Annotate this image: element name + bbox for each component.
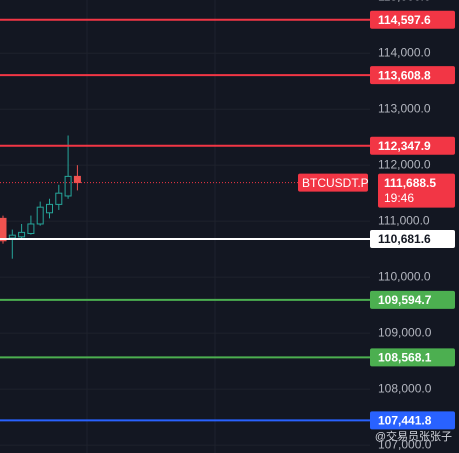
symbol-box [298,173,368,192]
watermark: @交易员张张子 [375,429,452,443]
candle-body [8,234,16,239]
y-tick-label: 112,000.0 [378,157,431,171]
candle-body [73,175,81,184]
level-label-box [370,411,455,430]
symbol-label: BTCUSDT.P [302,176,369,190]
y-tick-label: 113,000.0 [378,101,431,115]
level-label: 107,441.8 [378,414,432,428]
candle-body [0,217,7,242]
y-tick-label: 109,000.0 [378,325,432,339]
level-label-box [370,290,455,309]
countdown-label: 19:46 [384,191,414,205]
y-tick-label: 108,000.0 [378,381,432,395]
last-price-box [378,173,455,208]
level-label-box [370,10,455,29]
level-label-box [370,136,455,155]
level-label-box [370,230,455,249]
candle-body [18,231,26,238]
level-label: 113,608.8 [378,68,431,82]
level-label-box [370,348,455,367]
y-tick-label: 114,000.0 [378,45,431,59]
last-price-label: 111,688.5 [384,176,436,190]
y-tick-label: 111,000.0 [378,213,430,227]
level-label: 109,594.7 [378,293,432,307]
candle-body [64,175,72,197]
level-label: 114,597.6 [378,13,431,27]
candle-body [55,192,63,205]
y-tick-label: 115,000.0 [378,0,431,3]
y-tick-label: 107,000.0 [378,437,432,451]
y-tick-label: 110,000.0 [378,269,431,283]
level-label-box [370,66,455,85]
candle-body [36,206,44,225]
level-label: 112,347.9 [378,139,431,153]
level-label: 110,681.6 [378,232,431,246]
candle-body [46,203,53,214]
level-label: 108,568.1 [378,351,432,365]
candle-body [27,223,35,234]
